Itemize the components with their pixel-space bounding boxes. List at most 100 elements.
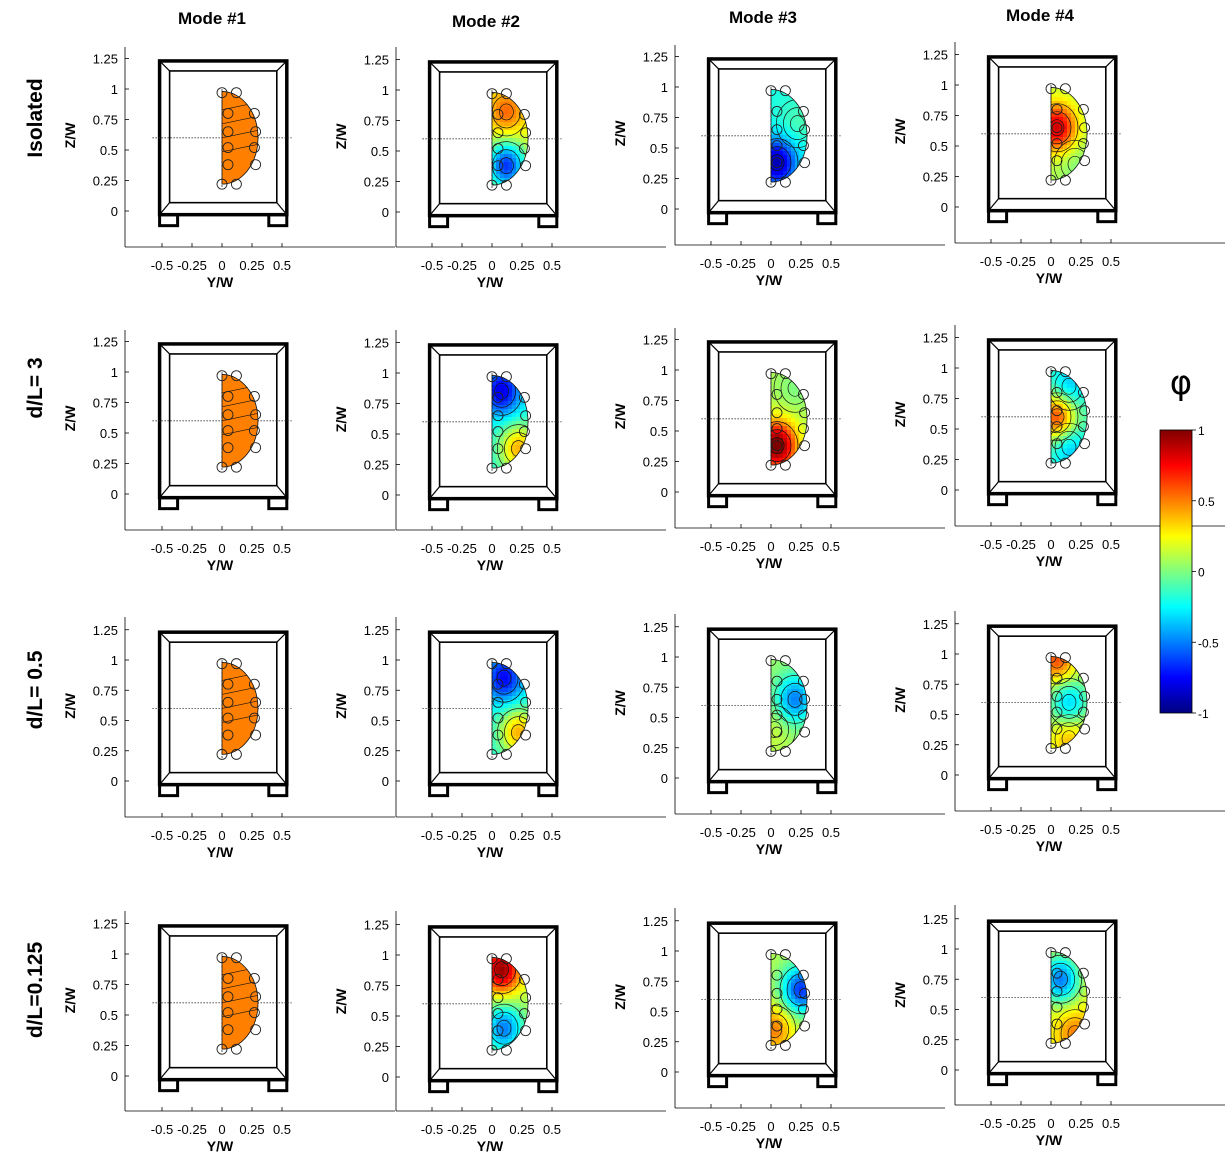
x-tick-label: 0.25 [239,541,264,556]
x-tick-label: 0 [488,828,495,843]
x-tick-label: -0.5 [700,825,722,840]
building-leg [537,1079,559,1094]
building-inner-frame [717,638,827,771]
sensor-marker [771,693,783,705]
x-tick-label: 0.25 [1068,1116,1093,1131]
y-tick-label: 1.25 [923,331,948,346]
y-tick-label: 1.25 [364,53,389,68]
frame-corner-line [825,922,837,934]
panel-row3-mode3: 0 0.25 0.5 0.75 1 1.25 -0.5 -0.25 0 0.25 0.5 Y/W Z/W [612,614,945,857]
sensor-marker [500,371,512,383]
y-tick-label: 1.25 [923,48,948,63]
x-tick-label: 0.25 [239,258,264,273]
sensor-marker [797,388,809,400]
sensor-marker [492,712,504,724]
sensor-marker [518,973,530,985]
x-axis-label: Y/W [477,1138,504,1154]
building-leg [707,1074,729,1089]
x-tick-label: -0.25 [177,828,207,843]
x-tick-label: -0.5 [700,256,722,271]
frame-corner-line [708,200,720,214]
x-tick-label: -0.25 [177,258,207,273]
sensor-marker [492,426,504,438]
x-axis-label: Y/W [207,1138,234,1154]
building-leg [537,214,559,229]
y-tick-label: 0.5 [650,424,668,439]
building-leg [158,1078,180,1093]
building-leg [987,492,1009,507]
sensor-marker [765,745,777,757]
sensor-marker [230,952,242,964]
sensor-marker [779,368,791,380]
y-tick-label: 1.25 [643,50,668,65]
y-tick-label: 0 [661,202,668,217]
sensor-marker [799,407,811,419]
frame-corner-line [159,631,171,643]
x-tick-label: 0.25 [509,1122,534,1137]
x-tick-label: 0.25 [239,828,264,843]
building-leg [428,497,450,512]
x-tick-label: 0.5 [543,1122,561,1137]
building-inner-frame [438,354,548,488]
x-tick-label: 0.5 [543,258,561,273]
x-tick-label: 0 [1047,537,1054,552]
sensor-marker [797,675,809,687]
sensor-marker [1045,457,1057,469]
y-tick-label: 0.75 [923,972,948,987]
sensor-marker [518,678,530,690]
y-axis-label: Z/W [62,405,78,431]
sensor-marker [779,459,791,471]
frame-corner-line [429,486,441,500]
sensor-marker [520,410,532,422]
y-tick-label: 1.25 [93,917,118,932]
sensor-marker [492,992,504,1004]
frame-corner-line [708,769,720,783]
sensor-marker [222,696,234,708]
field-outline [491,375,529,469]
x-tick-label: 0.25 [788,1119,813,1134]
column-title-mode-3: Mode #3 [729,8,797,27]
frame-corner-line [988,766,1000,780]
building-leg [816,211,838,226]
x-tick-label: 0.25 [509,541,534,556]
y-tick-label: 0 [111,204,118,219]
sensor-marker [1077,706,1089,718]
x-axis-label: Y/W [756,555,783,571]
sensor-marker [216,461,228,473]
building-inner-frame [168,70,278,204]
sensor-marker [216,748,228,760]
y-tick-label: 0.5 [650,141,668,156]
x-axis-label: Y/W [207,844,234,860]
y-tick-label: 0.25 [923,453,948,468]
sensor-marker [520,992,532,1004]
y-tick-label: 0.5 [100,714,118,729]
y-tick-label: 0.25 [93,174,118,189]
y-tick-label: 0.75 [93,978,118,993]
sensor-marker [250,126,262,138]
x-axis-label: Y/W [207,557,234,573]
y-tick-label: 0.25 [93,1039,118,1054]
y-axis-label: Z/W [892,686,908,712]
building-leg [158,213,180,228]
sensor-marker [765,1039,777,1051]
sensor-marker [771,709,783,721]
field-outline [491,662,529,755]
frame-corner-line [276,60,288,72]
sensor-marker [771,1003,783,1015]
sensor-marker [1079,122,1091,134]
sensor-marker [1059,947,1071,959]
y-tick-label: 1 [111,653,118,668]
y-tick-label: 0.25 [364,1040,389,1055]
y-tick-label: 0.75 [93,683,118,698]
mode-shape-field [492,375,528,469]
y-tick-label: 1.25 [364,918,389,933]
y-tick-label: 0.75 [364,114,389,129]
sensor-marker [1077,386,1089,398]
y-axis-label: Z/W [62,692,78,718]
field-outline [770,659,808,752]
y-tick-label: 1 [661,80,668,95]
building-leg [267,1078,289,1093]
y-tick-label: 1 [661,363,668,378]
y-axis-label: Z/W [612,403,628,429]
